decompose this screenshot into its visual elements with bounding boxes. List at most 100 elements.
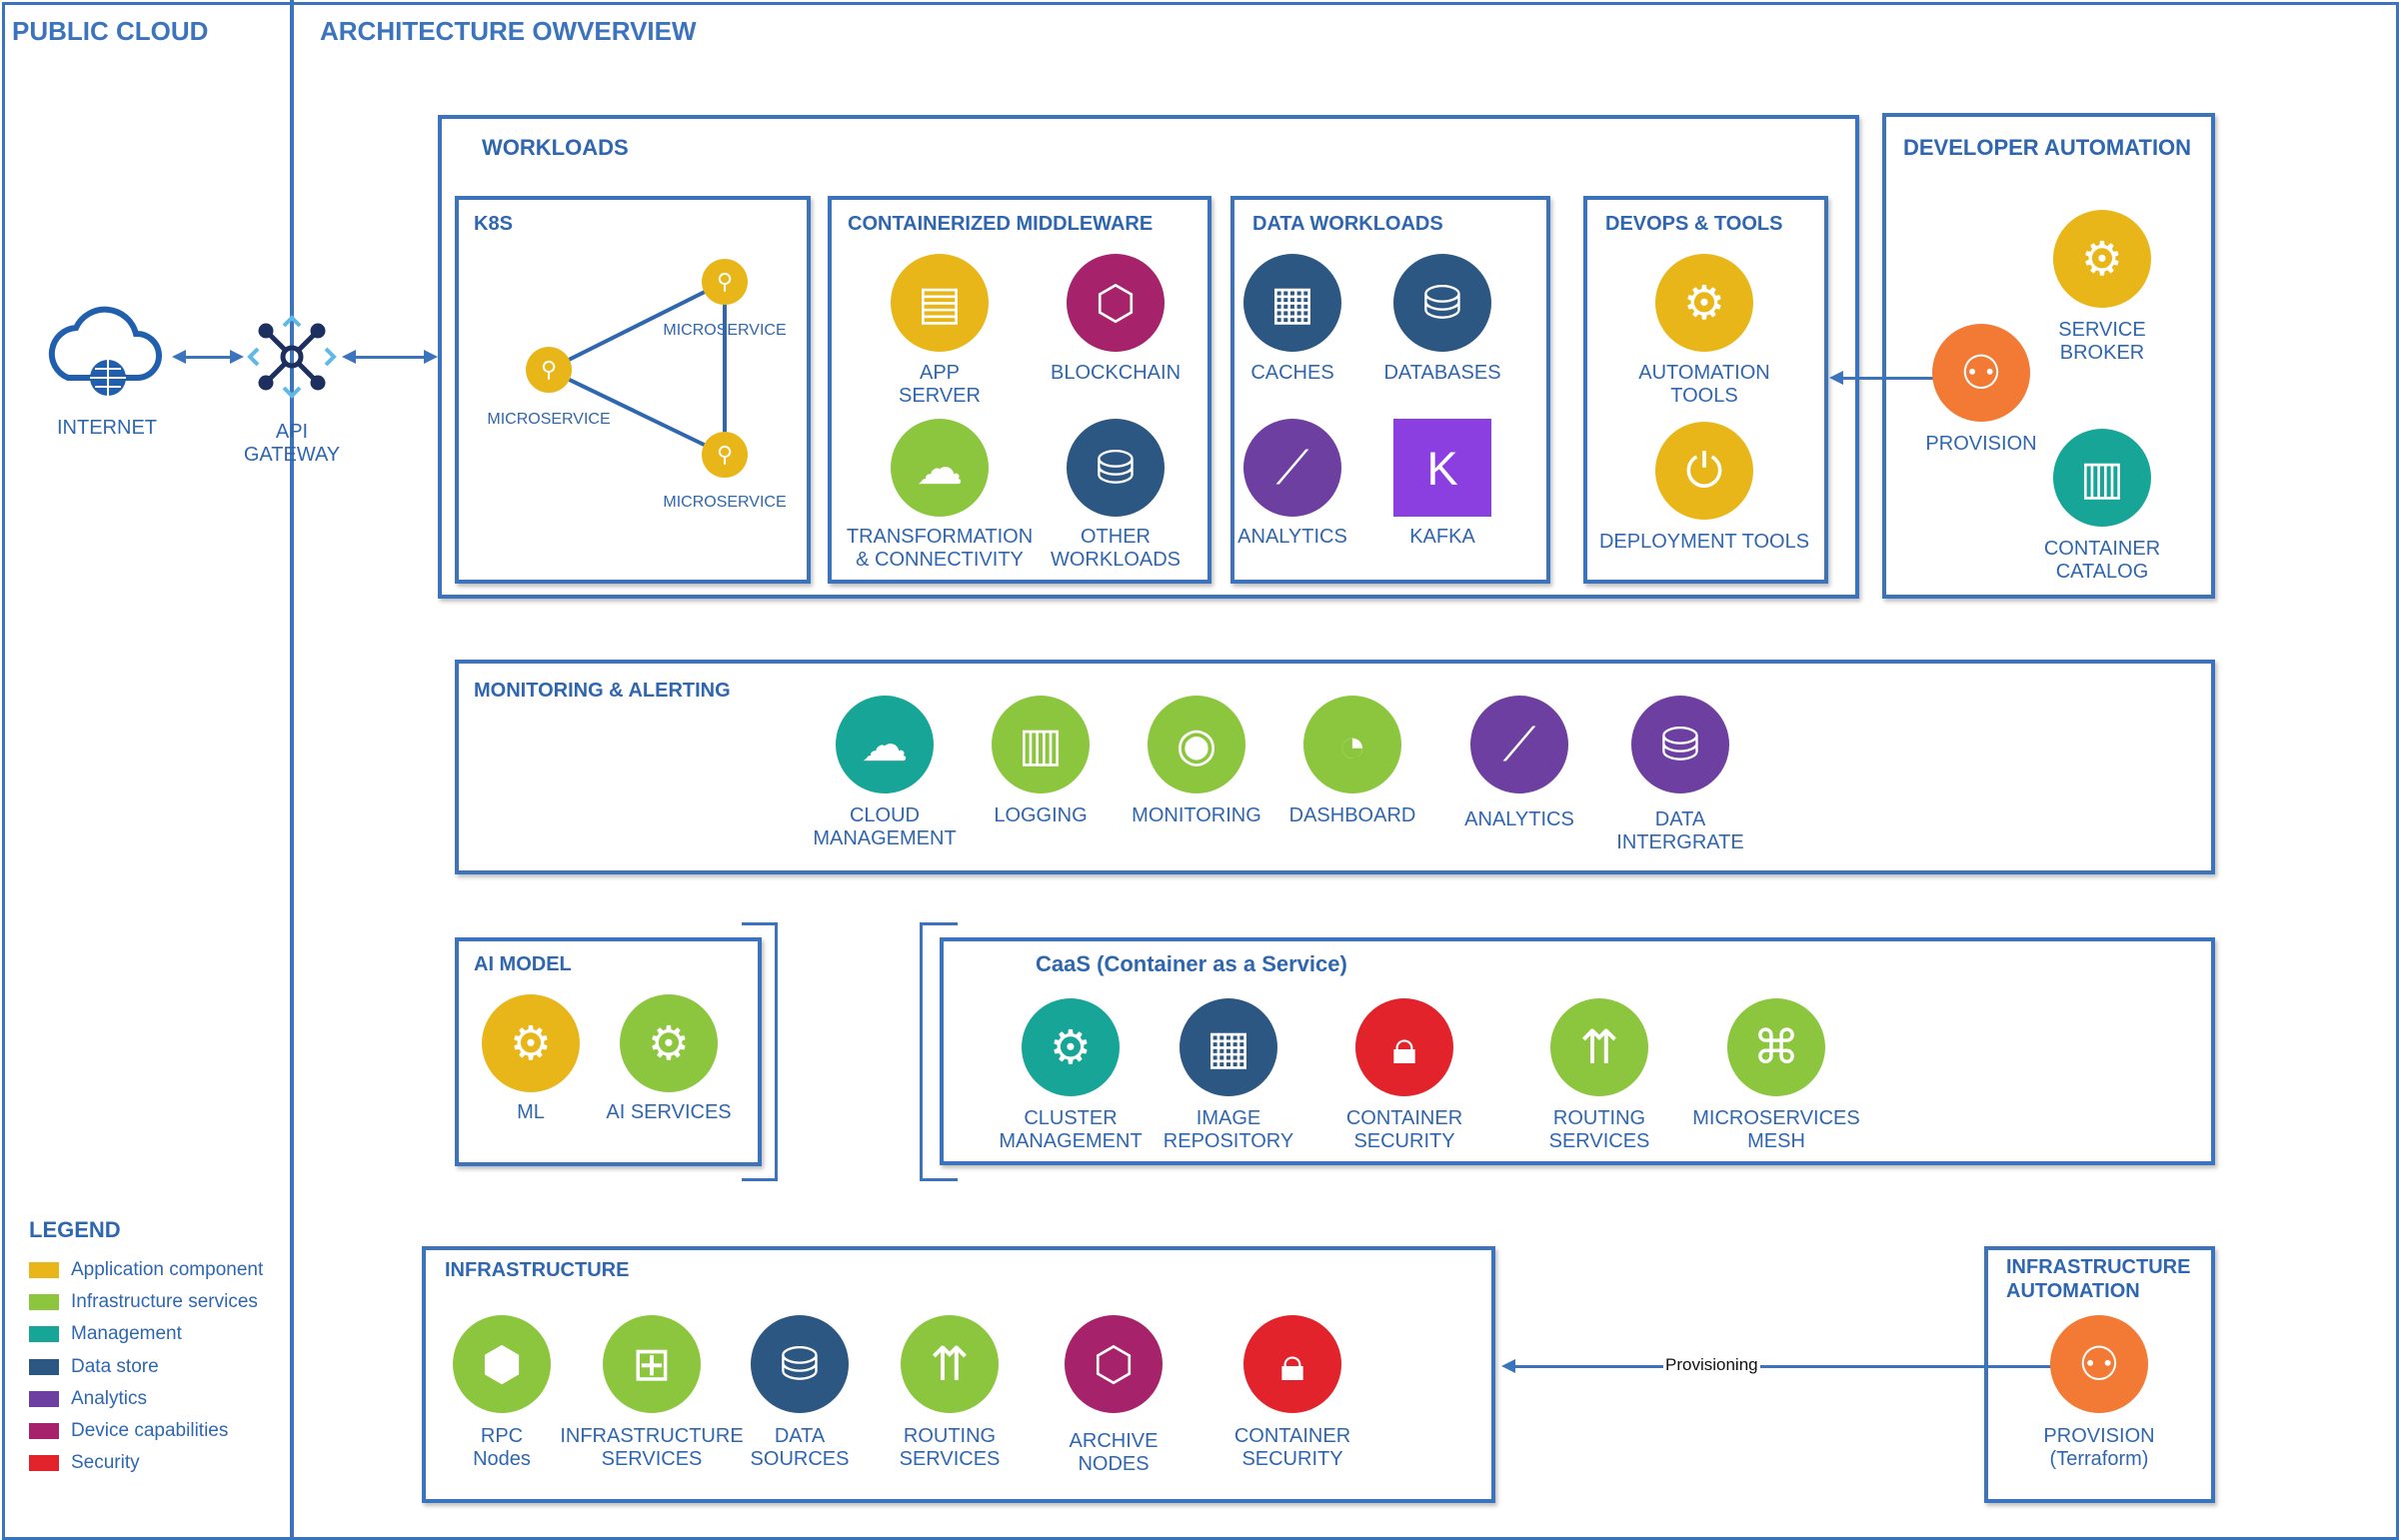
logging-icon[interactable]: ▥ <box>992 696 1090 793</box>
infrastructure-item-label: CONTAINER SECURITY <box>1233 1425 1351 1470</box>
gear-play-icon[interactable]: ⚙ <box>1655 254 1753 352</box>
gears-icon[interactable]: ⚙ <box>482 994 580 1092</box>
microservice-icon[interactable]: ⚲ <box>702 432 748 478</box>
cloud-sync-icon[interactable]: ☁ <box>891 419 989 517</box>
network-icon[interactable]: ⊞ <box>603 1315 701 1413</box>
microservice-icon[interactable]: ⚲ <box>702 259 748 305</box>
blockchain-icon[interactable]: ⬡ <box>1067 254 1165 352</box>
provision-label: PROVISION <box>1925 433 2037 455</box>
data-sources-icon[interactable]: ⛁ <box>751 1315 849 1413</box>
grid-icon[interactable]: ▦ <box>1180 998 1277 1096</box>
caas-item-label: MICROSERVICES MESH <box>1692 1107 1860 1152</box>
monitoring-box <box>455 660 2215 874</box>
caas-item-label: ROUTING SERVICES <box>1548 1107 1650 1152</box>
internet-label: INTERNET <box>57 417 157 439</box>
devops-item-label: DEPLOYMENT TOOLS <box>1598 531 1810 553</box>
gateway-k8s-arrow <box>348 356 432 359</box>
microservice-icon[interactable]: ⚲ <box>526 347 572 393</box>
database-icon[interactable]: ⛁ <box>1393 254 1491 352</box>
caas-item-label: CONTAINER SECURITY <box>1345 1107 1463 1152</box>
data-integrate-icon[interactable]: ⛁ <box>1631 696 1729 793</box>
data-item-label: ANALYTICS <box>1237 526 1347 548</box>
legend-label: Analytics <box>71 1387 148 1409</box>
provisioning-label: Provisioning <box>1663 1355 1760 1375</box>
infrastructure-item-label: INFRASTRUCTURE SERVICES <box>560 1425 744 1470</box>
middleware-item-label: TRANSFORMATION & CONNECTIVITY <box>846 526 1034 571</box>
microservice-label: MICROSERVICE <box>663 322 787 339</box>
infrastructure-item-label: DATA SOURCES <box>750 1425 850 1470</box>
hierarchy-icon[interactable]: ⚇ <box>2050 1315 2148 1413</box>
legend-item: Analytics <box>29 1388 147 1410</box>
infrastructure-automation-title: INFRASTRUCTURE AUTOMATION <box>2006 1256 2191 1302</box>
legend-swatch <box>29 1294 59 1311</box>
legend-label: Device capabilities <box>71 1420 229 1441</box>
routing-icon[interactable]: ⇈ <box>901 1315 999 1413</box>
ai-model-bracket <box>742 922 778 1181</box>
workloads-box <box>438 115 1859 599</box>
middleware-item-label: BLOCKCHAIN <box>1050 362 1182 384</box>
gear-icon[interactable]: ⚙ <box>1022 998 1120 1096</box>
legend-label: Management <box>71 1323 182 1345</box>
ai-services-label: AI SERVICES <box>606 1101 732 1123</box>
data-item-label: DATABASES <box>1383 362 1501 384</box>
provision-terraform-label: PROVISION (Terraform) <box>2043 1425 2155 1470</box>
data-item-label: KAFKA <box>1409 526 1475 548</box>
devops-box <box>1583 196 1828 584</box>
lock-icon[interactable]: 🔒︎ <box>1243 1315 1341 1413</box>
caas-bracket <box>920 922 958 1181</box>
middleware-item-label: APP SERVER <box>899 362 981 407</box>
k8s-box <box>455 196 811 584</box>
legend-swatch <box>29 1455 59 1472</box>
mesh-icon[interactable]: ⌘ <box>1727 998 1825 1096</box>
microservice-label: MICROSERVICE <box>663 494 787 511</box>
monitoring-item-label: ANALYTICS <box>1464 808 1574 830</box>
monitoring-title: MONITORING & ALERTING <box>474 680 731 702</box>
infrastructure-item-label: ROUTING SERVICES <box>899 1425 1001 1470</box>
devops-item-label: AUTOMATION TOOLS <box>1638 362 1770 407</box>
deploy-icon[interactable]: ⏻ <box>1655 422 1753 520</box>
legend-swatch <box>29 1326 59 1343</box>
devops-title: DEVOPS & TOOLS <box>1605 213 1783 235</box>
legend-item: Security <box>29 1452 140 1474</box>
legend-label: Security <box>71 1452 140 1474</box>
legend-item: Device capabilities <box>29 1420 228 1442</box>
kafka-icon[interactable]: K <box>1393 419 1491 517</box>
analytics-icon[interactable]: ⟋ <box>1470 696 1568 793</box>
cloud-management-icon[interactable]: ☁ <box>836 696 934 793</box>
cache-icon[interactable]: ▦ <box>1243 254 1341 352</box>
caas-item-label: IMAGE REPOSITORY <box>1163 1107 1294 1152</box>
database-icon[interactable]: ⛁ <box>1067 419 1165 517</box>
microservice-label: MICROSERVICE <box>487 411 611 428</box>
data-workloads-box <box>1230 196 1550 584</box>
cubes-icon[interactable]: ⬢ <box>453 1315 551 1413</box>
infrastructure-automation-box <box>1984 1246 2215 1503</box>
legend-item: Infrastructure services <box>29 1291 258 1313</box>
developer-automation-box <box>1882 113 2215 599</box>
blockchain-icon[interactable]: ⬡ <box>1065 1315 1163 1413</box>
ai-services-icon[interactable]: ⚙ <box>620 994 718 1092</box>
monitoring-item-label: LOGGING <box>994 804 1088 826</box>
book-icon[interactable]: ▥ <box>2053 429 2151 527</box>
legend-label: Infrastructure services <box>71 1291 258 1313</box>
hierarchy-icon[interactable]: ⚇ <box>1932 324 2030 422</box>
page-title: ARCHITECTURE OWVERVIEW <box>320 16 697 46</box>
legend-swatch <box>29 1358 59 1375</box>
eye-icon[interactable]: ◉ <box>1148 696 1245 793</box>
infrastructure-box <box>422 1246 1495 1503</box>
container-catalog-label: CONTAINER CATALOG <box>2043 538 2161 583</box>
dashboard-icon[interactable]: ◔ <box>1303 696 1401 793</box>
hand-gear-icon[interactable]: ⚙ <box>2053 210 2151 308</box>
lock-icon[interactable]: 🔒︎ <box>1355 998 1453 1096</box>
ml-label: ML <box>517 1101 545 1123</box>
legend-swatch <box>29 1390 59 1407</box>
infrastructure-item-label: ARCHIVE NODES <box>1069 1430 1159 1475</box>
api-gateway-label[interactable]: API GATEWAY <box>243 421 341 466</box>
routing-icon[interactable]: ⇈ <box>1550 998 1648 1096</box>
legend-label: Data store <box>71 1355 159 1377</box>
analytics-icon[interactable]: ⟋ <box>1243 419 1341 517</box>
server-icon[interactable]: ▤ <box>891 254 989 352</box>
middleware-box <box>828 196 1211 584</box>
middleware-item-label: OTHER WORKLOADS <box>1050 526 1182 571</box>
caas-box <box>940 937 2215 1165</box>
public-cloud-label: PUBLIC CLOUD <box>12 16 209 46</box>
